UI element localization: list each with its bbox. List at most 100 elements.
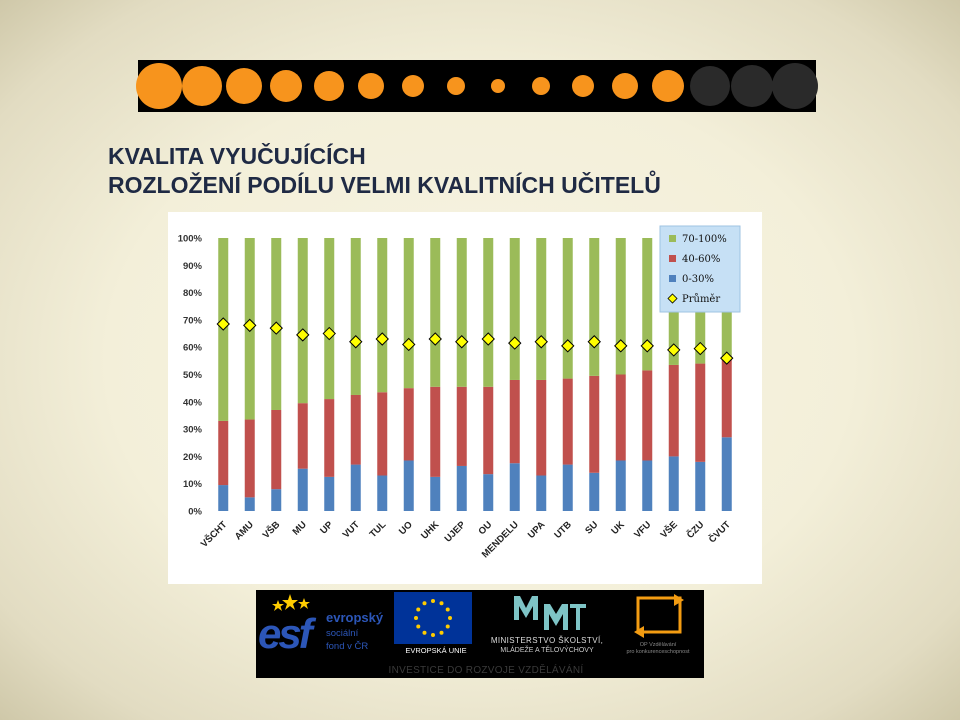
eu-star — [416, 607, 421, 612]
decor-dot — [731, 65, 774, 107]
decor-dot — [612, 73, 639, 99]
bar-segment — [695, 461, 706, 511]
x-tick-label: OU — [477, 519, 495, 537]
bar-segment — [403, 238, 414, 389]
y-tick-label: 20% — [183, 452, 203, 463]
x-tick-label: VUT — [341, 519, 362, 540]
op-logo-icon — [632, 592, 688, 642]
msmt-line-1: MINISTERSTVO ŠKOLSTVÍ, — [490, 636, 604, 645]
decor-dot — [690, 66, 731, 106]
bar-segment — [668, 456, 679, 511]
bar-segment — [297, 468, 308, 511]
bar-segment — [430, 386, 441, 477]
x-tick-label: AMU — [233, 519, 256, 542]
decor-dot — [313, 71, 344, 101]
y-tick-label: 60% — [183, 343, 203, 354]
bar-segment — [642, 238, 653, 371]
op-line-2: pro konkurenceschopnost — [626, 649, 690, 655]
average-marker — [428, 332, 442, 346]
decorative-dots-banner — [136, 60, 818, 112]
eu-star — [439, 601, 444, 606]
bar-segment — [430, 238, 441, 387]
bar-segment — [721, 358, 732, 438]
x-tick-label: VŠE — [658, 519, 680, 541]
bar-segment — [244, 419, 255, 498]
eu-star — [422, 601, 427, 606]
y-tick-label: 100% — [178, 234, 203, 245]
x-tick-label: MU — [291, 519, 309, 537]
average-marker — [375, 332, 389, 346]
bar-segment — [721, 437, 732, 511]
bar-segment — [324, 476, 335, 511]
y-tick-label: 0% — [188, 507, 202, 518]
bar-segment — [377, 392, 388, 476]
eu-star — [445, 624, 450, 629]
bar-segment — [562, 238, 573, 379]
legend-label: 0-30% — [682, 274, 714, 285]
legend-label: 70-100% — [682, 234, 727, 245]
bar-segment — [456, 386, 467, 466]
bar-segment — [509, 463, 520, 511]
average-marker — [508, 336, 522, 350]
x-tick-label: UO — [397, 519, 415, 537]
x-tick-label: TUL — [368, 519, 389, 540]
bar-segment — [483, 474, 494, 511]
bar-segment — [218, 420, 229, 486]
x-tick-label: UP — [318, 519, 336, 537]
eu-star — [448, 616, 452, 620]
esf-logo: esf evropský sociální fond v ČR — [256, 590, 390, 660]
y-tick-label: 70% — [183, 315, 203, 326]
title-line-2: ROZLOŽENÍ PODÍLU VELMI KVALITNÍCH UČITEL… — [108, 172, 661, 198]
decor-dot — [491, 79, 506, 93]
x-tick-label: UJEP — [443, 519, 469, 545]
esf-line-3: fond v ČR — [326, 641, 369, 652]
bar-segment — [324, 238, 335, 400]
chart-svg: 0% 10% 20% 30% 40% 50% 60% 70% 80% 90% 100% VŠCHT AM… — [178, 225, 741, 560]
bar-segment — [324, 399, 335, 477]
bar-segment — [377, 475, 388, 511]
bar-segment — [615, 238, 626, 375]
slide-title: KVALITA VYUČUJÍCÍCH ROZLOŽENÍ PODÍLU VEL… — [108, 142, 661, 200]
bar-segment — [615, 374, 626, 461]
bar-segment — [589, 472, 600, 511]
bar-segment — [668, 364, 679, 457]
decor-dot — [181, 66, 222, 106]
y-tick-label: 40% — [183, 397, 203, 408]
legend-label: Průměr — [682, 293, 720, 305]
average-marker — [349, 335, 363, 349]
average-marker — [269, 321, 283, 335]
y-tick-label: 30% — [183, 425, 203, 436]
bar-segment — [589, 375, 600, 473]
bar-segment — [615, 460, 626, 511]
bar-segment — [642, 370, 653, 461]
average-marker — [534, 335, 548, 349]
bar-segment — [483, 386, 494, 475]
bar-segment — [218, 485, 229, 511]
bar-segment — [377, 238, 388, 393]
legend-swatch — [669, 275, 676, 282]
bar-segment — [536, 379, 547, 476]
eu-star — [422, 630, 427, 635]
eu-star — [431, 633, 435, 637]
legend-swatch — [669, 255, 676, 262]
x-tick-label: ČZU — [684, 519, 706, 541]
average-marker — [455, 335, 469, 349]
average-marker — [720, 351, 734, 365]
decor-dot — [771, 63, 818, 109]
average-marker — [216, 317, 230, 331]
decor-dot — [225, 68, 262, 104]
msmt-logo — [480, 590, 610, 658]
decor-dot — [531, 77, 550, 95]
bar-segment — [536, 238, 547, 380]
bar-segment — [562, 464, 573, 511]
bar-segment — [536, 475, 547, 511]
bar-segment — [483, 238, 494, 387]
bar-segment — [244, 497, 255, 511]
decor-dot — [571, 75, 594, 97]
x-tick-label: UTB — [552, 519, 574, 541]
esf-brand-text: evropský — [326, 610, 384, 625]
eu-star — [439, 630, 444, 635]
op-line-1: OP Vzdělávání — [639, 642, 677, 648]
x-tick-label: SU — [583, 519, 600, 536]
eu-star — [416, 624, 421, 629]
